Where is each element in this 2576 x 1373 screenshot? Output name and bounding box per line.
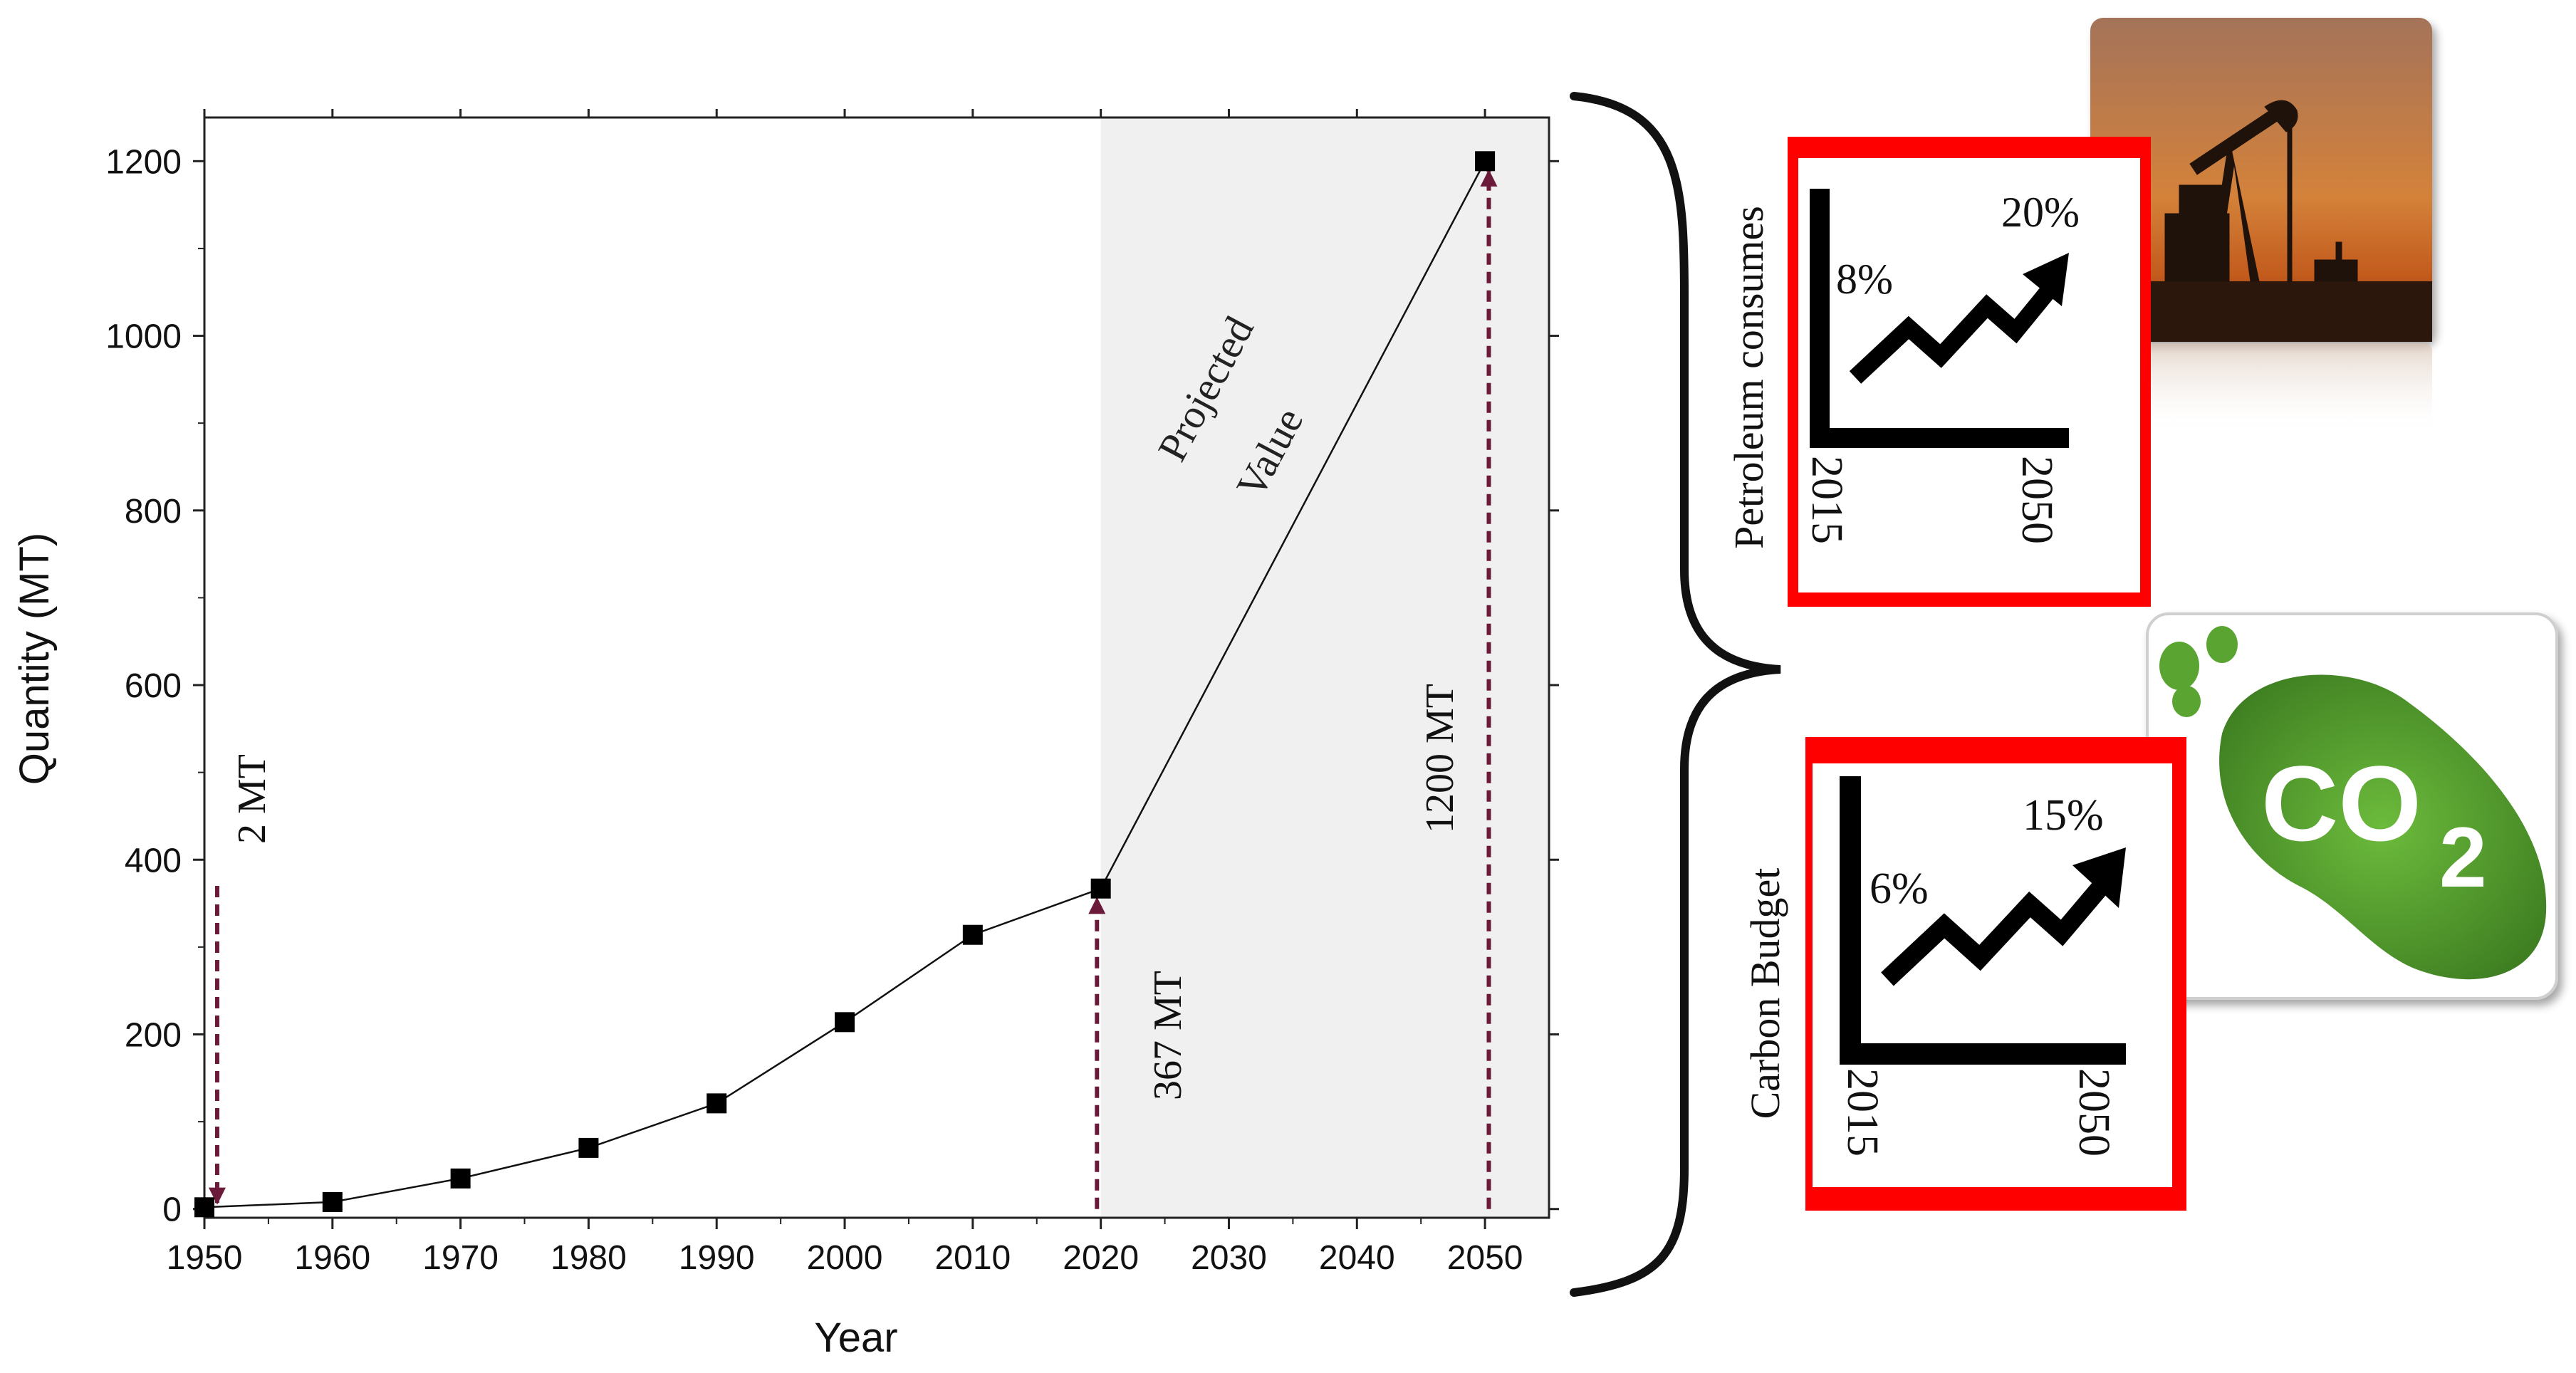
carbon-start-year: 2015 [1838,1068,1887,1157]
x-tick-label: 2000 [807,1239,883,1277]
x-tick-label: 2040 [1319,1239,1395,1277]
carbon-end-year: 2050 [2070,1068,2118,1157]
plot-frame [203,116,1550,1219]
x-tick-label: 1970 [422,1239,499,1277]
annotation-label-2mt: 2 MT [230,754,274,844]
y-tick-label: 800 [125,493,182,531]
y-axis-title: Quantity (MT) [11,533,58,785]
y-tick-label: 1200 [105,143,182,181]
y-tick-label: 0 [162,1191,182,1229]
projected-region-shading [1100,118,1549,1218]
carbon-budget-trend-panel: Carbon Budget 6% 15% 2015 2050 [1742,737,2186,1211]
carbon-start-pct: 6% [1870,865,1929,913]
annotation-arrows [208,169,1498,1209]
quantity-line-chart: 1950 1960 1970 1980 1990 2000 2010 2020 2030 2040… [11,109,1559,1361]
data-point [962,924,983,945]
x-axis-ticks: 1950 1960 1970 1980 1990 2000 2010 2020 2030 2040… [167,109,1523,1277]
petroleum-panel-label: Petroleum consumes [1726,206,1772,549]
petroleum-start-year: 2015 [1803,456,1851,544]
data-point [322,1191,343,1212]
x-tick-label: 2050 [1447,1239,1523,1277]
x-tick-label: 1950 [167,1239,243,1277]
data-point [194,1197,214,1218]
data-point [1475,151,1496,172]
x-tick-label: 2030 [1191,1239,1267,1277]
x-tick-label: 1960 [294,1239,370,1277]
y-tick-label: 200 [125,1017,182,1055]
carbon-panel-label: Carbon Budget [1742,868,1788,1119]
x-axis-title: Year [814,1315,897,1361]
co2-footprint-image: CO 2 [2146,612,2558,1000]
annotation-label-1200mt: 1200 MT [1418,684,1462,833]
carbon-end-pct: 15% [2023,791,2104,840]
annotation-label-367mt: 367 MT [1146,971,1190,1100]
x-tick-label: 1990 [679,1239,755,1277]
petroleum-end-pct: 20% [2001,189,2080,236]
data-point [578,1137,599,1158]
data-point [450,1168,471,1189]
co2-badge-subscript: 2 [2439,810,2487,905]
y-tick-label: 600 [125,667,182,705]
x-tick-label: 1980 [551,1239,627,1277]
oil-pumpjack-photo [2090,18,2432,436]
y-tick-label: 400 [125,842,182,879]
petroleum-trend-panel: Petroleum consumes 8% 20% 2015 2050 [1726,137,2151,607]
curly-brace [1570,92,1781,1297]
data-point [835,1012,855,1033]
x-tick-label: 2010 [934,1239,1011,1277]
petroleum-end-year: 2050 [2013,456,2061,544]
y-tick-label: 1000 [105,318,182,356]
co2-badge-text: CO [2261,743,2421,863]
y-axis-ticks: 0 200 400 600 800 1000 1200 [105,143,1559,1229]
petroleum-start-pct: 8% [1836,256,1893,303]
data-point [706,1093,727,1114]
x-tick-label: 2020 [1063,1239,1139,1277]
data-markers [194,151,1496,1218]
data-point [1090,878,1111,899]
